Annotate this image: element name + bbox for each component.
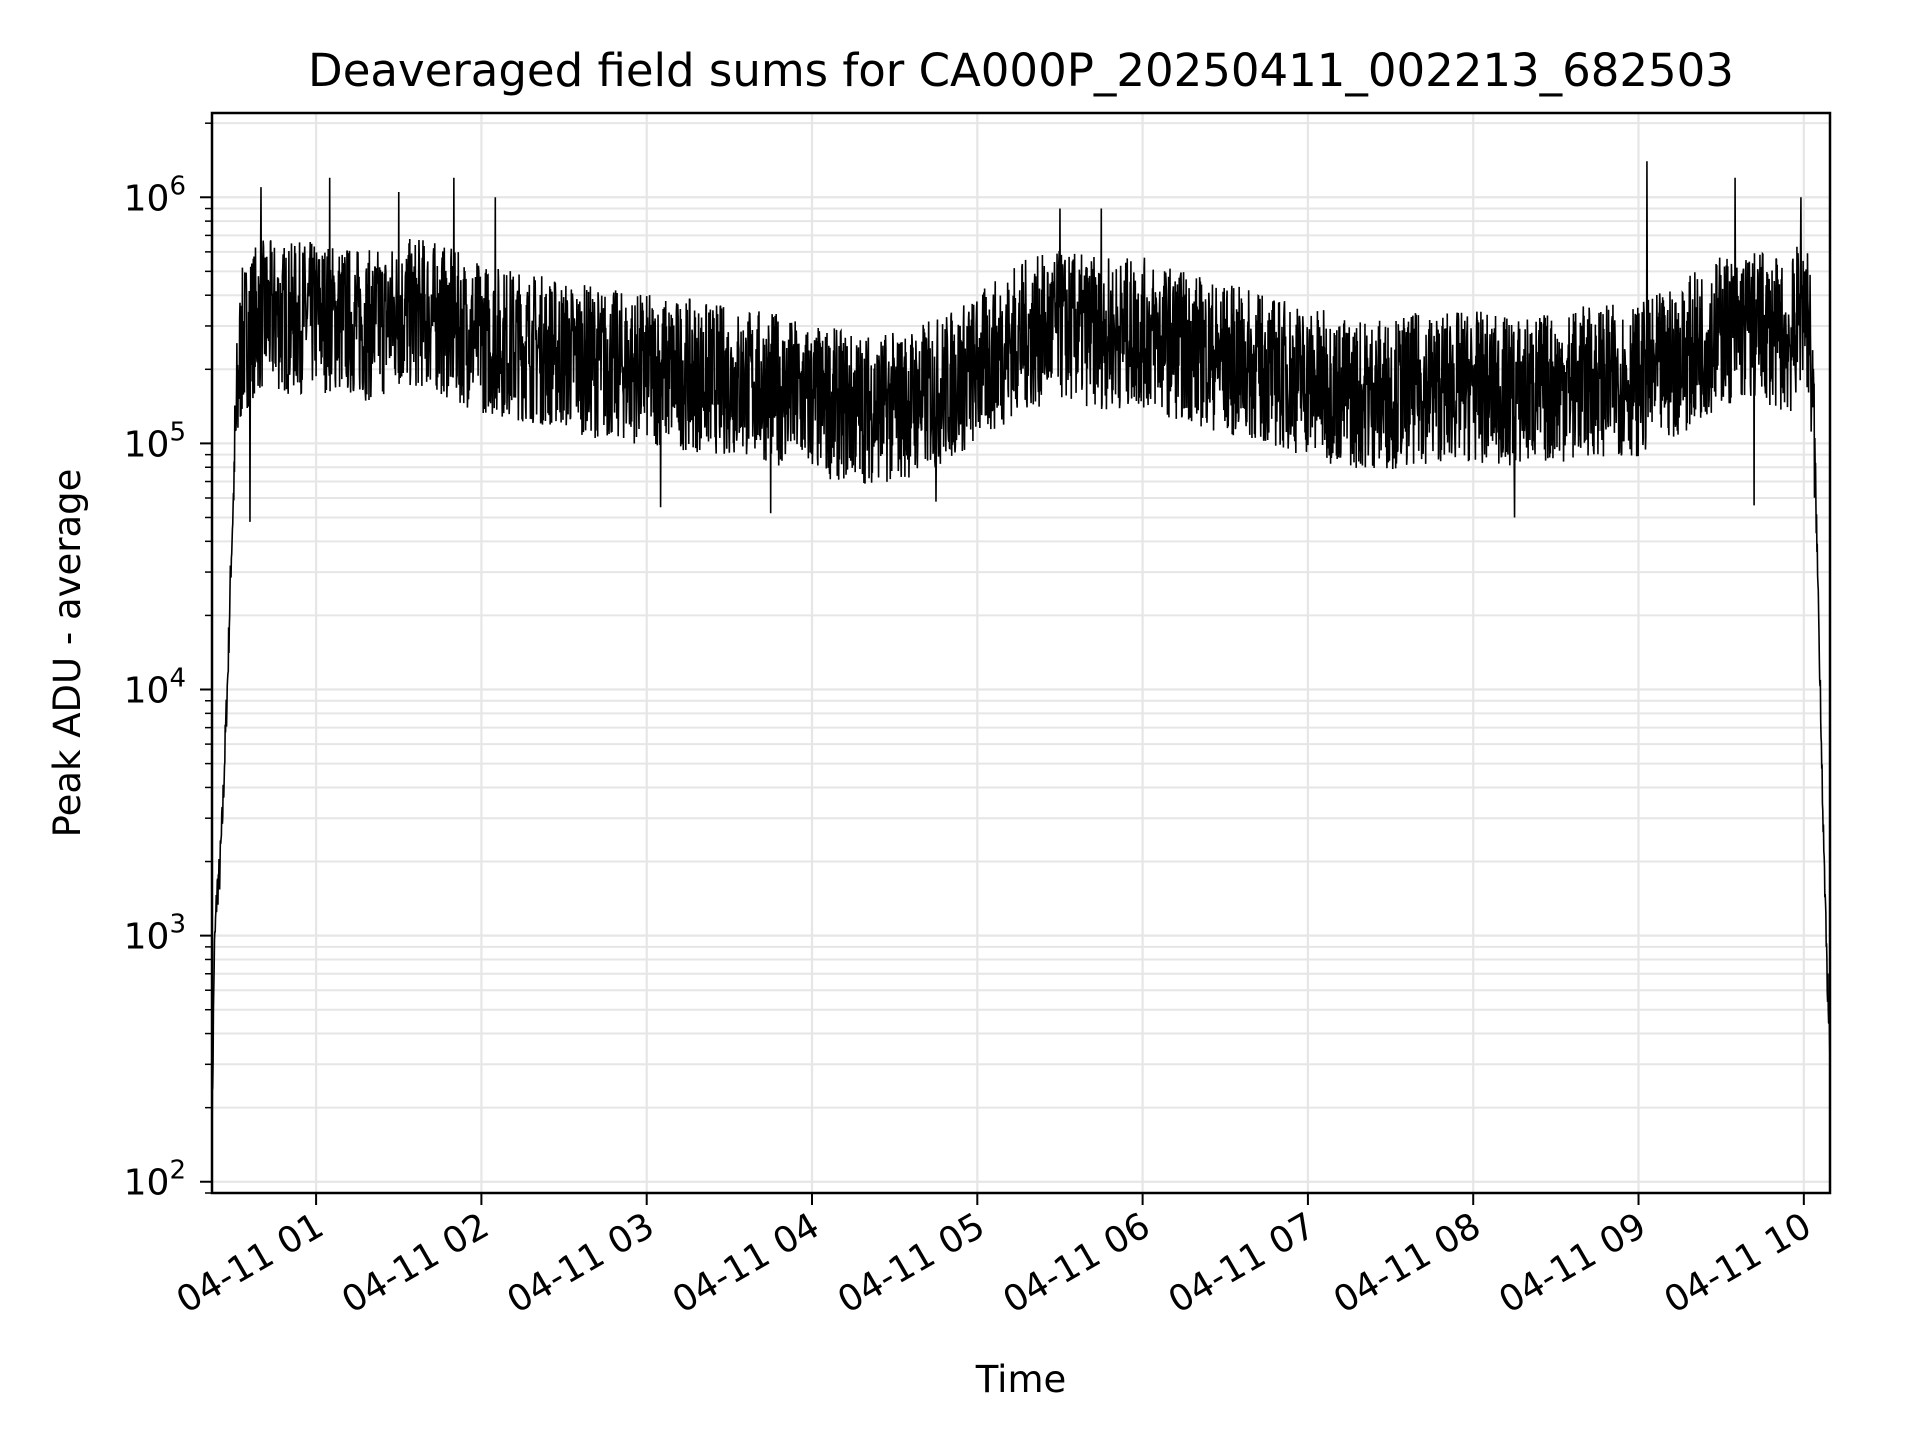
plot-frame [210, 111, 1832, 1195]
y-axis-label: Peak ADU - average [46, 469, 89, 838]
series-layer [211, 161, 1831, 1161]
y-tick-label: 105 [124, 417, 186, 465]
y-tick-label: 103 [124, 910, 186, 958]
y-tick-label: 102 [124, 1156, 186, 1204]
chart-title: Deaveraged field sums for CA000P_2025041… [308, 44, 1734, 97]
series-line [211, 161, 1831, 1161]
y-tick-label: 106 [124, 171, 186, 219]
y-tick-label: 104 [124, 664, 186, 712]
y-axis-ticks: 102 103 104 105 106 [124, 122, 212, 1204]
x-axis-label: Time [975, 1358, 1067, 1401]
